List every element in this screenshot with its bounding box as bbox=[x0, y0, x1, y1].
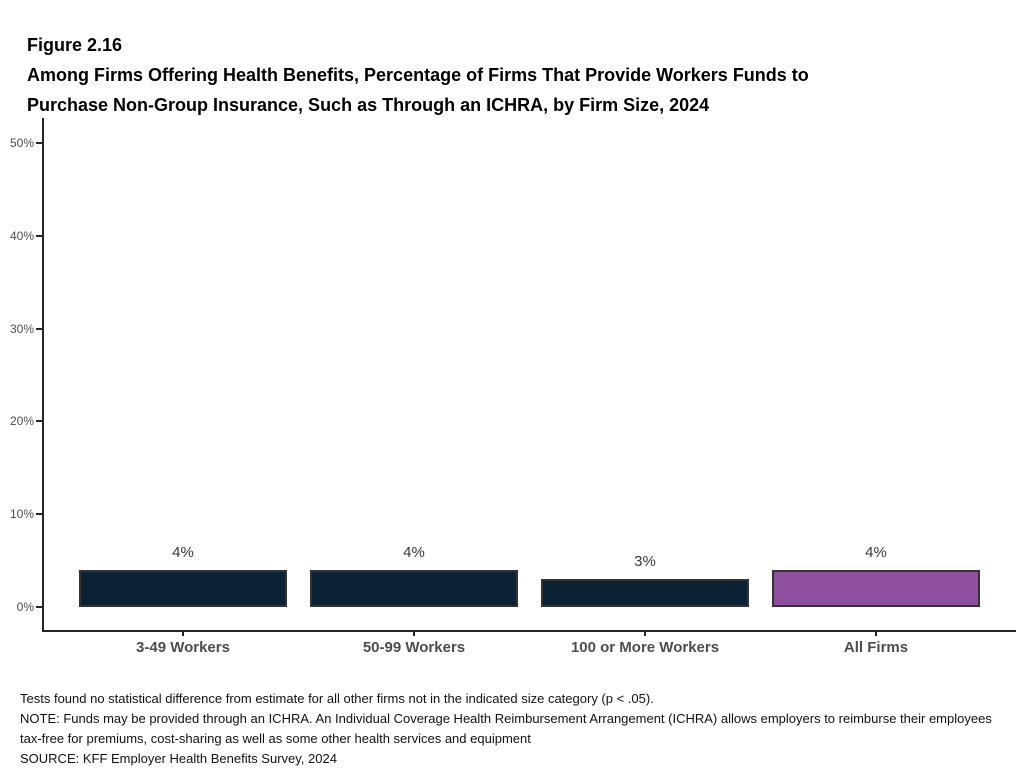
y-tick-mark-30 bbox=[36, 328, 42, 330]
y-tick-label-0: 0% bbox=[16, 600, 34, 614]
y-tick-label-40: 40% bbox=[9, 229, 34, 243]
bar-all-firms bbox=[772, 570, 980, 607]
x-tick-mark-100-or-more-workers bbox=[644, 631, 646, 636]
x-category-label-100-or-more-workers: 100 or More Workers bbox=[570, 639, 720, 656]
bar-50-99-workers bbox=[310, 570, 518, 607]
figure-title-line-2: Purchase Non-Group Insurance, Such as Th… bbox=[27, 95, 710, 115]
y-axis-line bbox=[42, 118, 44, 632]
y-tick-label-20: 20% bbox=[9, 414, 34, 428]
x-tick-mark-3-49-workers bbox=[182, 631, 184, 636]
bar-value-label-3-49-workers: 4% bbox=[172, 544, 194, 561]
x-tick-mark-all-firms bbox=[875, 631, 877, 636]
y-tick-mark-20 bbox=[36, 420, 42, 422]
bar-value-label-100-or-more-workers: 3% bbox=[634, 553, 656, 570]
stat-note: Tests found no statistical difference fr… bbox=[20, 691, 654, 706]
footnotes: Tests found no statistical difference fr… bbox=[20, 689, 1015, 769]
x-axis-line bbox=[42, 630, 1016, 632]
bar-value-label-50-99-workers: 4% bbox=[403, 544, 425, 561]
y-tick-label-50: 50% bbox=[9, 136, 34, 150]
x-category-label-3-49-workers: 3-49 Workers bbox=[136, 639, 230, 656]
y-tick-mark-50 bbox=[36, 142, 42, 144]
note: NOTE: Funds may be provided through an I… bbox=[20, 711, 992, 746]
y-tick-mark-0 bbox=[36, 606, 42, 608]
bar-100-or-more-workers bbox=[541, 579, 749, 607]
y-tick-label-10: 10% bbox=[9, 507, 34, 521]
figure-title-line-1: Among Firms Offering Health Benefits, Pe… bbox=[27, 65, 809, 85]
bar-3-49-workers bbox=[79, 570, 287, 607]
figure-title-block: Figure 2.16 Among Firms Offering Health … bbox=[27, 30, 987, 120]
bar-value-label-all-firms: 4% bbox=[865, 544, 887, 561]
y-tick-mark-40 bbox=[36, 235, 42, 237]
y-tick-label-30: 30% bbox=[9, 322, 34, 336]
x-category-label-50-99-workers: 50-99 Workers bbox=[362, 639, 466, 656]
figure-number: Figure 2.16 bbox=[27, 35, 123, 55]
y-tick-mark-10 bbox=[36, 513, 42, 515]
x-tick-mark-50-99-workers bbox=[413, 631, 415, 636]
x-category-label-all-firms: All Firms bbox=[843, 639, 909, 656]
source: SOURCE: KFF Employer Health Benefits Sur… bbox=[20, 751, 337, 766]
